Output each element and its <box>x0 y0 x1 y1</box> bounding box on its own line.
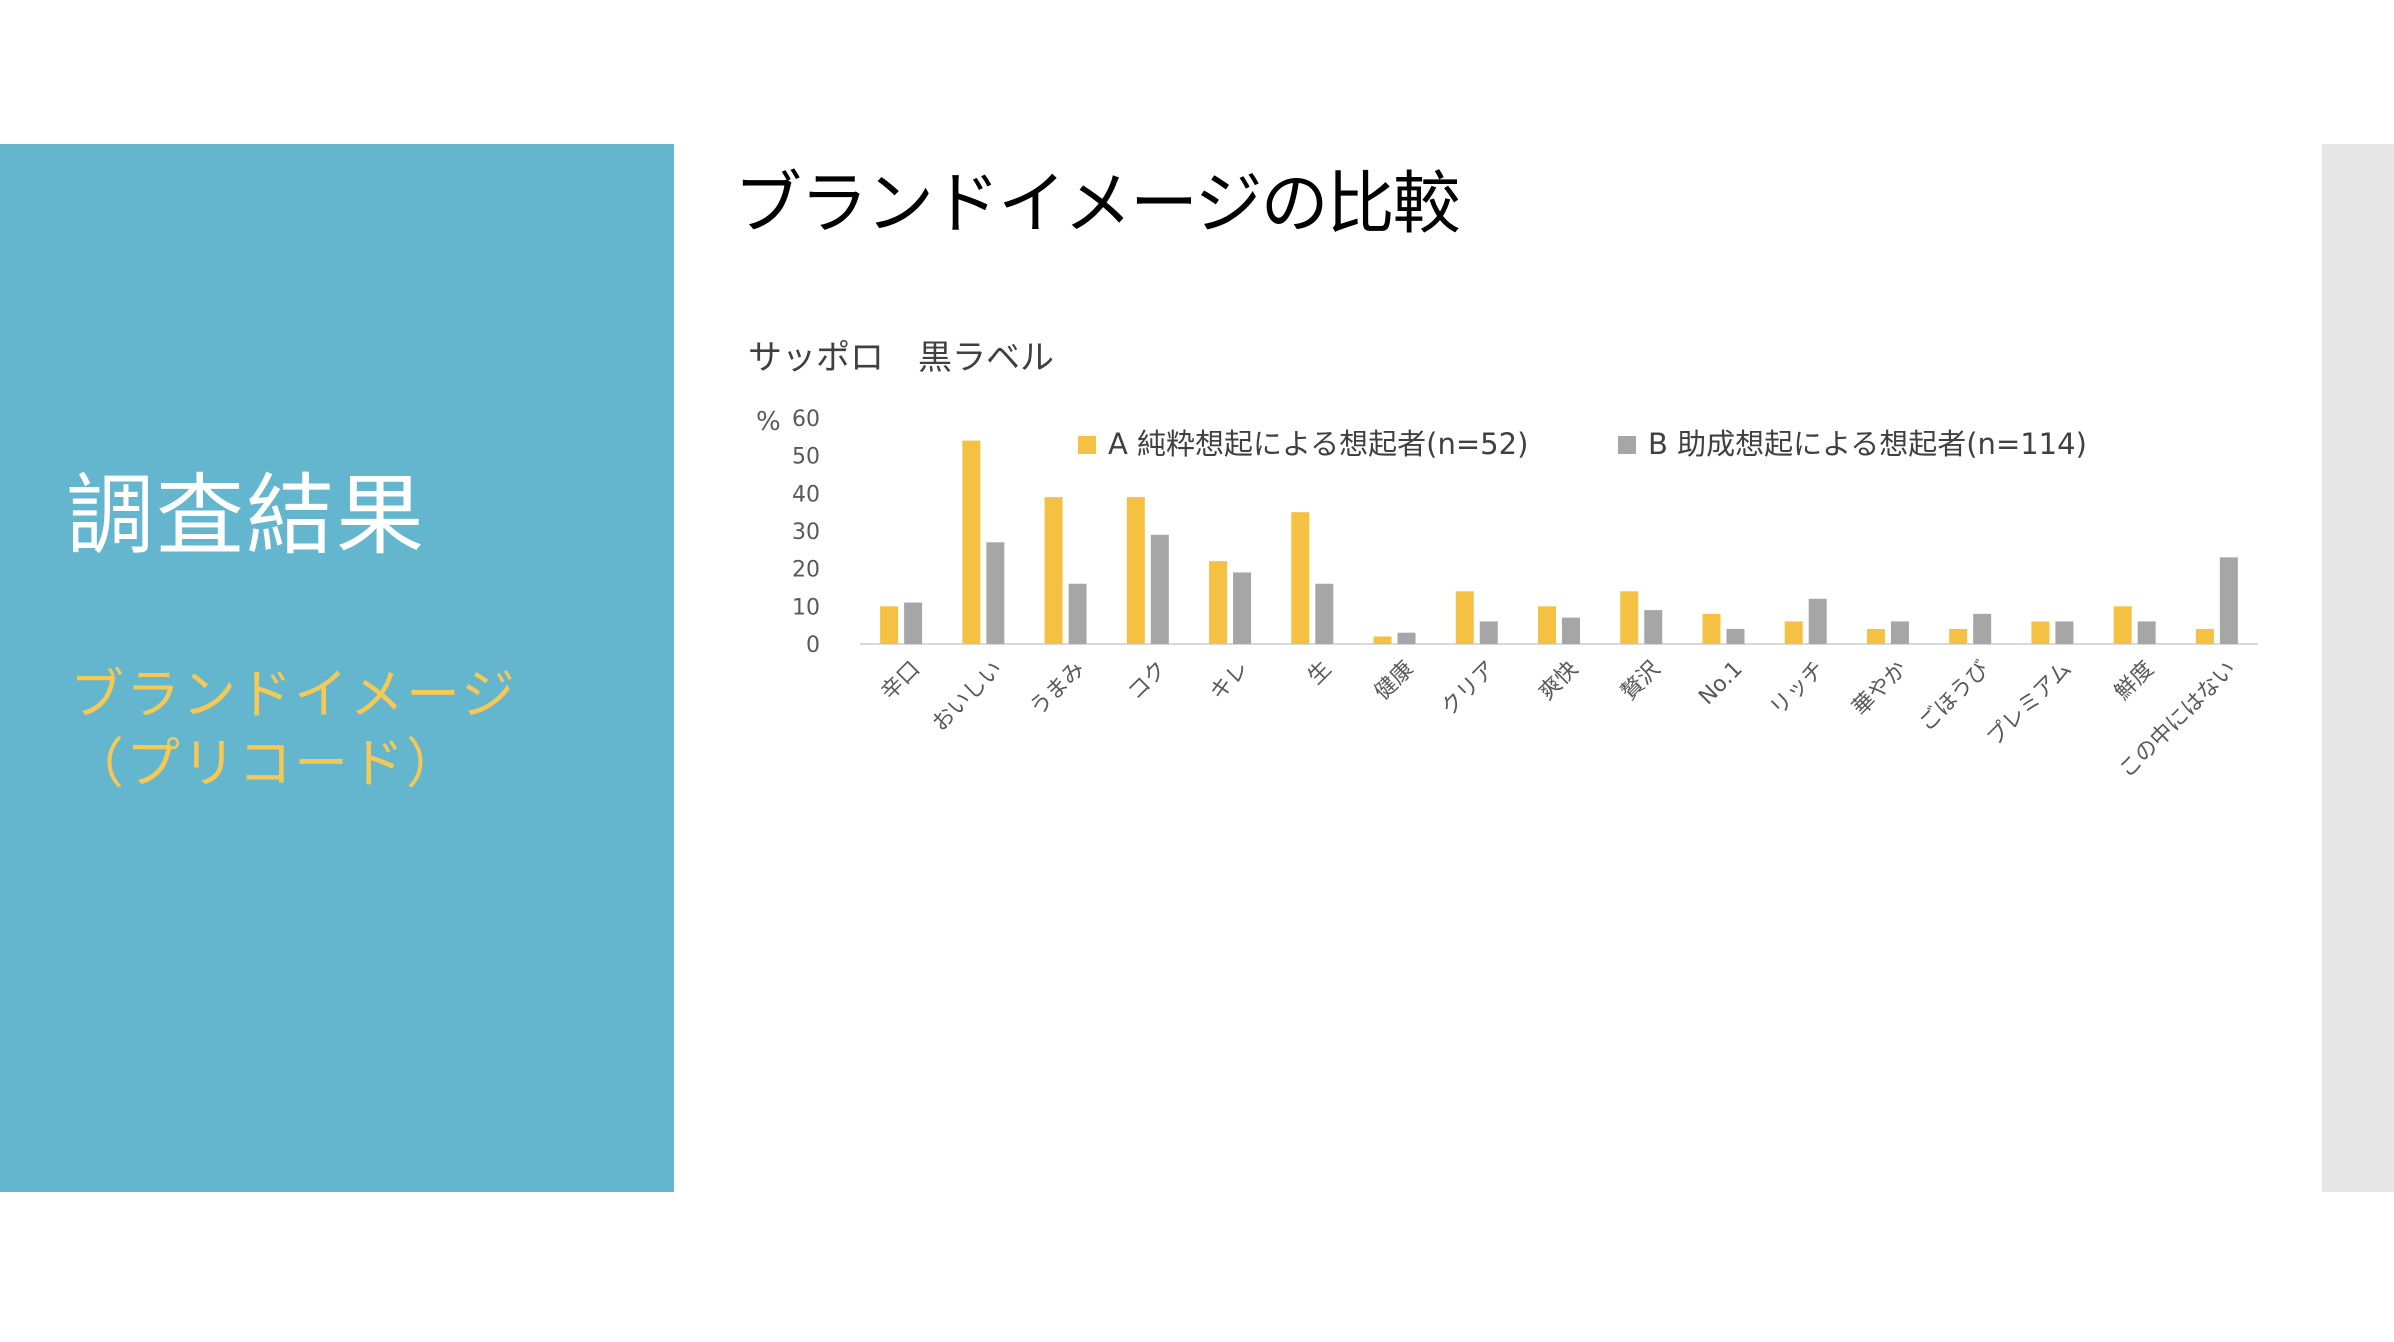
bar-b <box>1233 572 1252 644</box>
slide-title: ブランドイメージの比較 <box>734 165 1461 244</box>
y-tick-label: 40 <box>792 482 820 507</box>
x-tick-label: キレ <box>1206 657 1255 706</box>
bar-b <box>2055 621 2074 644</box>
legend-label: A 純粋想起による想起者(n=52) <box>1108 427 1528 461</box>
x-tick-label: 健康 <box>1370 657 1419 706</box>
legend-label: B 助成想起による想起者(n=114) <box>1648 427 2087 461</box>
bar-a <box>1538 606 1556 644</box>
bar-a <box>1291 512 1310 644</box>
section-title: 調査結果 <box>66 464 427 567</box>
section-subtitle-line: ブランドイメージ <box>70 663 517 726</box>
x-tick-label: プレミアム <box>1982 657 2076 751</box>
bar-b <box>1808 598 1827 644</box>
x-tick-label: リッチ <box>1766 657 1830 721</box>
x-tick-label: No.1 <box>1694 657 1747 710</box>
bar-a <box>962 440 981 644</box>
y-tick-label: 20 <box>792 558 820 583</box>
x-tick-label: ごほうび <box>1915 657 1995 737</box>
chart-title: サッポロ 黒ラベル <box>748 338 1054 378</box>
x-tick-label: うまみ <box>1025 657 1089 721</box>
bar-b <box>1397 632 1416 644</box>
x-tick-label: コク <box>1123 657 1172 706</box>
bar-a <box>880 606 899 644</box>
chart-bars <box>880 440 2238 644</box>
sidebar-panel <box>0 144 674 1192</box>
x-tick-label: 生 <box>1303 657 1336 690</box>
bar-b <box>2219 557 2238 644</box>
x-tick-label: 華やか <box>1848 657 1912 721</box>
chart-axes: 0 10 20 30 40 50 60% 辛口 おいしい うまみ コク キレ 生 健康 クリア 爽快 贅沢 No.… <box>756 407 2258 783</box>
bar-b <box>904 602 923 644</box>
bar-a <box>1455 591 1474 644</box>
y-tick-label: 60 <box>792 407 820 432</box>
section-subtitle: ブランドイメージ （プリコード） <box>70 660 517 798</box>
bar-b <box>1644 610 1663 644</box>
bar-a <box>1784 621 1803 644</box>
x-tick-label: 贅沢 <box>1617 657 1666 706</box>
section-subtitle-line: （プリコード） <box>70 732 462 796</box>
bar-b <box>1150 534 1169 644</box>
bar-a <box>1866 628 1885 644</box>
bar-a <box>2195 628 2214 644</box>
y-tick-label: 50 <box>792 445 820 470</box>
y-tick-label: 30 <box>792 520 820 545</box>
bar-a <box>1702 613 1721 644</box>
bar-a <box>1209 561 1228 644</box>
chart-legend: A 純粋想起による想起者(n=52) B 助成想起による想起者(n=114) <box>1078 427 2087 461</box>
bar-b <box>986 542 1005 644</box>
bar-b <box>1479 621 1498 644</box>
x-tick-label: 辛口 <box>877 657 926 706</box>
legend-swatch <box>1618 436 1636 454</box>
bar-a <box>2113 606 2132 644</box>
x-tick-label: 鮮度 <box>2110 657 2159 706</box>
x-tick-label: クリア <box>1437 657 1501 721</box>
bar-b <box>1562 617 1580 644</box>
bar-b <box>2137 621 2156 644</box>
bar-b <box>1068 583 1087 644</box>
bar-b <box>1973 613 1992 644</box>
x-tick-label: おいしい <box>928 657 1008 737</box>
y-tick-label: 10 <box>792 595 820 620</box>
bar-a <box>1949 628 1968 644</box>
legend-swatch <box>1078 436 1096 454</box>
bar-a <box>1044 497 1063 644</box>
y-axis-label: % <box>756 407 781 437</box>
bar-a <box>2031 621 2050 644</box>
y-tick-label: 0 <box>806 633 820 658</box>
x-tick-label: 爽快 <box>1534 657 1583 706</box>
bar-b <box>1726 628 1745 644</box>
bar-a <box>1373 636 1392 644</box>
bar-b <box>1890 621 1909 644</box>
right-edge-strip <box>2322 144 2394 1192</box>
bar-a <box>1126 497 1145 644</box>
bar-b <box>1315 583 1334 644</box>
bar-a <box>1620 591 1639 644</box>
